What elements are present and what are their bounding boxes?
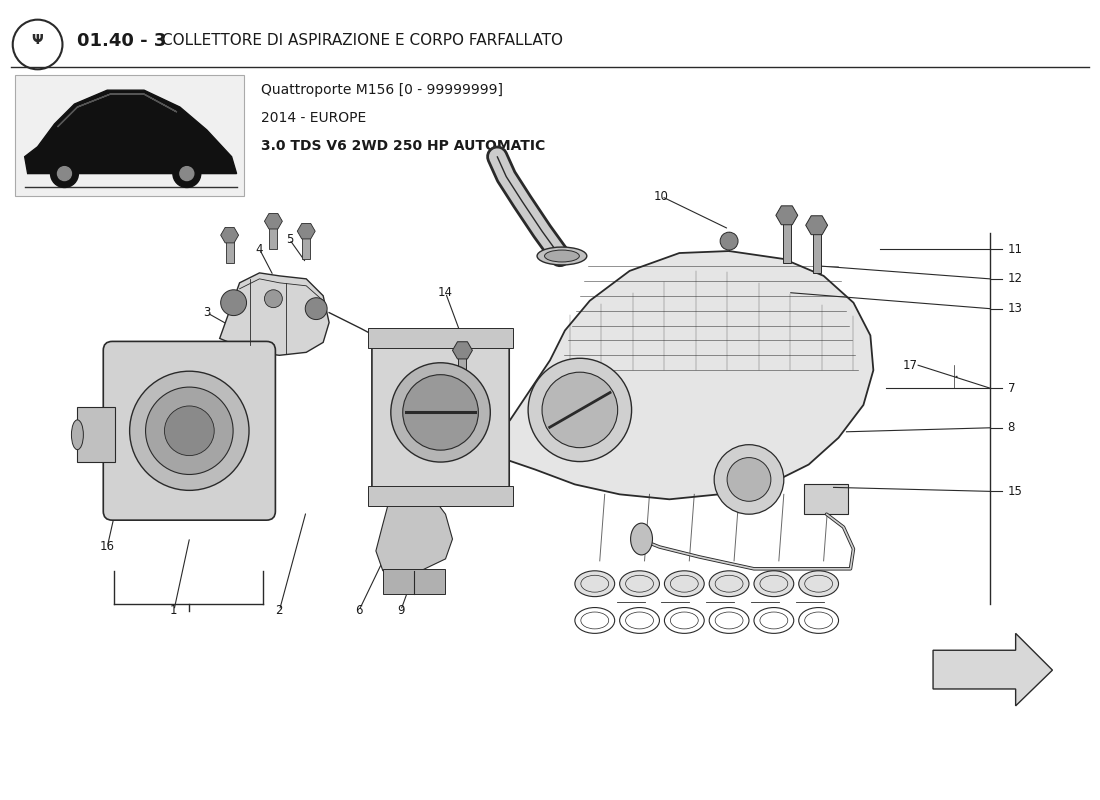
Bar: [804, 485, 848, 514]
Text: 3.0 TDS V6 2WD 250 HP AUTOMATIC: 3.0 TDS V6 2WD 250 HP AUTOMATIC: [262, 138, 546, 153]
Text: Quattroporte M156 [0 - 99999999]: Quattroporte M156 [0 - 99999999]: [262, 83, 504, 97]
Circle shape: [180, 166, 194, 181]
Circle shape: [714, 445, 784, 514]
Text: 12: 12: [1008, 272, 1023, 286]
Ellipse shape: [537, 247, 586, 265]
Text: 4: 4: [255, 242, 263, 255]
Ellipse shape: [754, 571, 794, 597]
Text: 5: 5: [286, 233, 293, 246]
Text: 11: 11: [1008, 242, 1023, 255]
Circle shape: [528, 358, 631, 462]
Bar: [270, 222, 277, 249]
Bar: [14, 75, 243, 197]
Polygon shape: [24, 90, 236, 174]
Bar: [367, 329, 514, 348]
Ellipse shape: [575, 571, 615, 597]
Circle shape: [145, 387, 233, 474]
Text: 15: 15: [1008, 485, 1023, 498]
Polygon shape: [220, 273, 329, 355]
Polygon shape: [264, 214, 283, 229]
Circle shape: [305, 298, 327, 319]
Circle shape: [57, 166, 72, 181]
Polygon shape: [221, 227, 239, 243]
Bar: [302, 231, 310, 259]
Text: 3: 3: [204, 306, 210, 319]
Text: 17: 17: [903, 358, 918, 372]
Polygon shape: [57, 94, 177, 127]
Circle shape: [264, 290, 283, 308]
Bar: [459, 350, 466, 392]
Circle shape: [51, 160, 78, 187]
Text: 01.40 - 3: 01.40 - 3: [77, 31, 167, 50]
FancyBboxPatch shape: [372, 337, 509, 498]
Circle shape: [130, 371, 249, 490]
Polygon shape: [376, 494, 452, 571]
Circle shape: [727, 458, 771, 502]
Text: 7: 7: [1008, 382, 1015, 394]
Text: 2: 2: [276, 604, 283, 617]
Circle shape: [165, 406, 214, 456]
Ellipse shape: [619, 571, 659, 597]
Text: 6: 6: [355, 604, 363, 617]
Text: 16: 16: [100, 541, 114, 554]
Ellipse shape: [664, 571, 704, 597]
Polygon shape: [452, 342, 472, 359]
Bar: [367, 486, 514, 506]
Polygon shape: [933, 634, 1053, 706]
Text: 10: 10: [654, 190, 669, 203]
Text: COLLETTORE DI ASPIRAZIONE E CORPO FARFALLATO: COLLETTORE DI ASPIRAZIONE E CORPO FARFAL…: [162, 33, 563, 48]
Polygon shape: [485, 251, 873, 499]
Bar: [226, 235, 233, 263]
Circle shape: [720, 232, 738, 250]
Polygon shape: [297, 223, 316, 239]
Text: 13: 13: [1008, 302, 1023, 315]
FancyBboxPatch shape: [103, 342, 275, 520]
Ellipse shape: [630, 523, 652, 555]
Circle shape: [221, 290, 246, 315]
Ellipse shape: [72, 420, 84, 450]
Text: 1: 1: [170, 604, 178, 617]
Bar: [783, 215, 791, 263]
Bar: [77, 407, 116, 462]
Circle shape: [390, 362, 491, 462]
Circle shape: [173, 160, 201, 187]
Ellipse shape: [710, 571, 749, 597]
Ellipse shape: [544, 250, 580, 262]
Bar: [813, 226, 821, 273]
Text: 14: 14: [438, 286, 453, 299]
Bar: [383, 569, 444, 594]
Text: 9: 9: [397, 604, 405, 617]
Text: Ψ: Ψ: [32, 33, 44, 46]
Text: 8: 8: [1008, 422, 1015, 434]
Polygon shape: [776, 206, 798, 225]
Ellipse shape: [799, 571, 838, 597]
Text: ·: ·: [954, 369, 958, 387]
Text: 2014 - EUROPE: 2014 - EUROPE: [262, 111, 366, 125]
Circle shape: [542, 372, 618, 448]
Circle shape: [403, 374, 478, 450]
Polygon shape: [805, 216, 827, 234]
